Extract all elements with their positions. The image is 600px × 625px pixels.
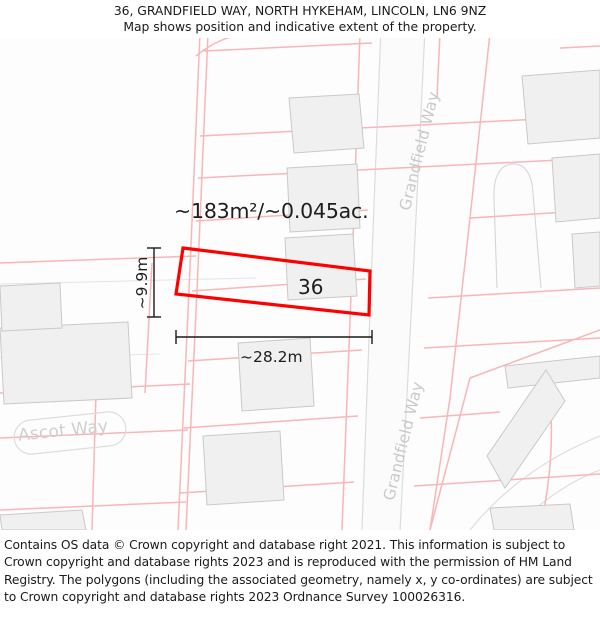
parcel-east-5 <box>436 38 441 99</box>
building <box>284 233 358 301</box>
plot-height-label: ~9.9m <box>133 256 151 310</box>
cul-de-sac-loop <box>493 163 542 289</box>
dimension-lines <box>147 247 373 344</box>
road-fill-grandfield <box>362 38 425 530</box>
road-edge-lower-right-a <box>469 435 600 530</box>
road-network <box>0 38 600 530</box>
building <box>521 69 600 145</box>
parcel-curve-top <box>195 38 230 57</box>
building <box>237 337 315 412</box>
building <box>202 430 285 506</box>
map-footer: Contains OS data © Crown copyright and d… <box>0 530 600 625</box>
building <box>551 153 600 223</box>
map-subtitle: Map shows position and indicative extent… <box>123 19 477 34</box>
road-edge-grandfield-east-2 <box>399 38 426 530</box>
parcel-east-1 <box>427 287 600 299</box>
parcel-west-6 <box>144 262 153 394</box>
plot-area-label: ~183m²/~0.045ac. <box>174 199 369 223</box>
parcel-east-2 <box>423 337 600 349</box>
building <box>0 321 133 405</box>
plot-number-label: 36 <box>298 275 324 299</box>
building <box>288 93 365 154</box>
plot-width-label: ~28.2m <box>240 348 303 366</box>
parcel-east-8 <box>429 377 471 530</box>
parcel-east-spine <box>429 38 491 530</box>
parcel-line-spine-b <box>185 38 209 530</box>
map-canvas[interactable]: ~183m²/~0.045ac. 36 ~28.2m ~9.9m Grandfi… <box>0 38 600 530</box>
building <box>0 282 63 332</box>
building <box>286 163 361 233</box>
building <box>489 503 575 530</box>
property-plot-outline[interactable] <box>174 246 372 317</box>
building <box>504 355 600 389</box>
map-header: 36, GRANDFIELD WAY, NORTH HYKEHAM, LINCO… <box>0 0 600 38</box>
building <box>0 509 87 530</box>
parcel-cross-3 <box>197 157 600 179</box>
building-garage-block <box>486 369 566 489</box>
property-address: 36, GRANDFIELD WAY, NORTH HYKEHAM, LINCO… <box>113 3 487 18</box>
parcel-cross-7 <box>183 415 359 429</box>
parcel-east-6 <box>559 45 600 49</box>
building <box>571 231 600 289</box>
parcel-west-1 <box>0 255 197 264</box>
buildings <box>0 69 600 530</box>
road-edge-grandfield-west-2 <box>361 38 382 530</box>
copyright-notice: Contains OS data © Crown copyright and d… <box>4 538 593 605</box>
parcel-cross-1 <box>203 42 373 52</box>
field-line-left-upper <box>0 277 257 285</box>
parcel-east-9 <box>469 329 600 379</box>
parcel-line-spine-a <box>177 38 201 530</box>
